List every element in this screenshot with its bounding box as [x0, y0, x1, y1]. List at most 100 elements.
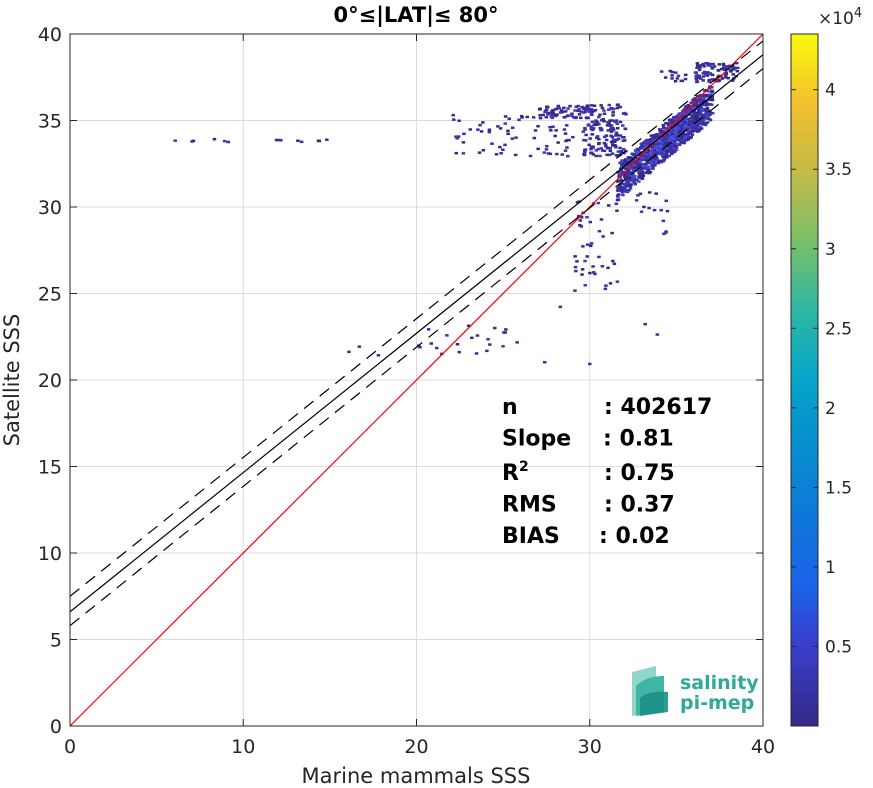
y-tick-label: 0 [50, 716, 62, 738]
density-cell [658, 150, 663, 154]
x-tick-label: 20 [404, 736, 428, 758]
density-cell [703, 71, 708, 74]
density-cell [679, 140, 683, 143]
density-cell [643, 166, 648, 169]
density-cell [590, 120, 595, 124]
density-cell [671, 127, 675, 131]
density-cell [697, 122, 701, 125]
density-cell [583, 126, 587, 130]
density-cell [503, 143, 507, 147]
density-cell [589, 125, 594, 128]
salinity-pimep-logo: salinity pi-mep [632, 666, 759, 716]
density-cell [622, 112, 626, 115]
density-cell [733, 66, 737, 70]
density-cell [486, 338, 490, 341]
density-cell [598, 154, 602, 158]
colorbar-exponent-power: 4 [854, 6, 862, 21]
density-cell [496, 125, 500, 128]
density-cell [493, 326, 497, 330]
density-cell [579, 116, 583, 120]
density-cell [623, 139, 627, 142]
density-cell [686, 133, 690, 136]
density-cell [633, 153, 638, 157]
density-cell [684, 105, 688, 108]
density-cell [602, 135, 607, 139]
y-tick-label: 15 [38, 457, 62, 479]
density-cell [548, 152, 553, 156]
density-cell [579, 216, 584, 219]
density-cell [618, 185, 622, 188]
density-cell [735, 70, 740, 73]
density-cell [582, 153, 587, 157]
density-cell [677, 138, 681, 142]
density-cell [681, 138, 686, 142]
density-cell [697, 76, 701, 79]
density-cell [659, 208, 663, 212]
density-cell [689, 116, 693, 120]
density-cell [669, 148, 673, 152]
density-cell [680, 121, 684, 124]
density-cell [651, 167, 655, 171]
density-cell [673, 130, 678, 134]
density-cell [645, 165, 650, 169]
density-cell [698, 112, 703, 115]
density-cell [631, 179, 635, 183]
scatter-point [558, 305, 563, 309]
density-cell [568, 104, 572, 108]
density-cell [691, 126, 695, 129]
density-cell [591, 127, 596, 130]
density-cell [672, 119, 676, 123]
density-cell [691, 116, 695, 119]
density-cell [708, 64, 712, 67]
density-cell [700, 113, 704, 117]
density-cell [418, 346, 422, 349]
density-cell [647, 153, 652, 157]
density-cell [622, 148, 626, 151]
density-cell [654, 145, 658, 148]
density-cell [600, 106, 605, 110]
density-cell [683, 109, 687, 112]
density-cell [616, 198, 620, 201]
density-cell [621, 166, 625, 170]
density-cell [513, 153, 518, 157]
y-tick-label: 35 [38, 111, 62, 133]
density-cell [670, 77, 674, 80]
density-cell [455, 343, 460, 346]
density-cell [588, 271, 592, 275]
density-cell [474, 352, 479, 355]
density-cell [642, 141, 646, 145]
density-cell [684, 133, 688, 136]
density-cell [457, 119, 461, 122]
density-cell [173, 139, 177, 142]
density-cell [672, 116, 676, 119]
density-cell [695, 103, 699, 106]
density-cell [654, 192, 658, 195]
density-cell [650, 145, 655, 148]
density-cell [487, 128, 492, 131]
density-cell [546, 113, 550, 116]
density-cell [455, 137, 459, 140]
density-cell [646, 140, 651, 143]
density-cell [593, 122, 598, 125]
density-cell [703, 123, 708, 127]
density-cell [597, 137, 601, 141]
density-cell [664, 121, 668, 125]
density-cell [695, 124, 700, 127]
density-cell [583, 107, 587, 110]
density-cell [614, 119, 619, 122]
density-cell [688, 130, 692, 134]
density-cell [520, 116, 524, 119]
density-cell [222, 139, 227, 143]
density-cell [590, 133, 595, 136]
density-cell [638, 163, 643, 166]
stat-value: : 0.37 [604, 493, 675, 518]
density-cell [615, 106, 620, 110]
density-cell [708, 93, 712, 97]
density-cell [580, 268, 585, 271]
density-cell [705, 117, 709, 120]
density-cell [702, 115, 706, 119]
density-cell [681, 128, 685, 132]
density-cell [686, 111, 691, 114]
density-cell [592, 123, 596, 127]
density-cell [584, 116, 589, 119]
